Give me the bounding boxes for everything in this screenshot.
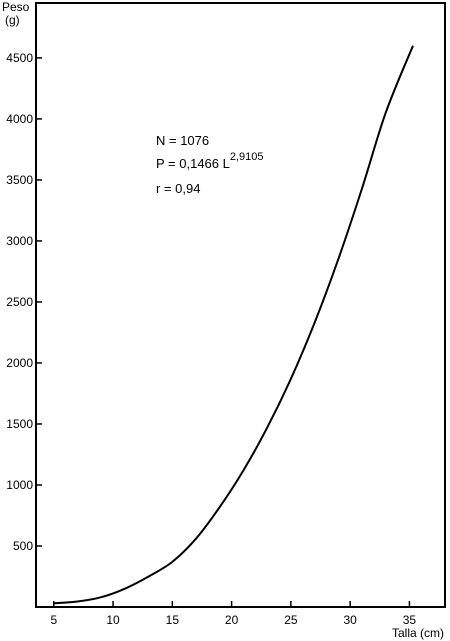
x-tick-label: 20	[225, 613, 239, 627]
series-line	[53, 45, 414, 605]
plot-frame	[35, 2, 446, 608]
annotation-equation-exponent: 2,9105	[230, 151, 264, 163]
y-tick-label: 1000	[6, 478, 33, 492]
annotation-n: N = 1076	[156, 133, 209, 148]
y-axis-title-line1: Peso	[2, 0, 30, 14]
y-tick-label: 2000	[6, 356, 33, 370]
y-tick-label: 1500	[6, 417, 33, 431]
x-tick-label: 15	[166, 613, 180, 627]
x-axis-title: Talla (cm)	[392, 626, 444, 640]
y-tick-label: 2500	[6, 295, 33, 309]
y-axis-title-line2: (g)	[5, 13, 20, 27]
x-tick-label: 35	[403, 613, 417, 627]
x-tick-label: 25	[284, 613, 298, 627]
y-tick-label: 3500	[6, 173, 33, 187]
y-tick-label: 3000	[6, 234, 33, 248]
y-tick-label: 4500	[6, 51, 33, 65]
annotation-equation: P = 0,1466 L2,9105	[156, 151, 264, 171]
x-tick-label: 30	[343, 613, 357, 627]
annotation-equation-base: P = 0,1466 L	[156, 156, 230, 171]
y-tick-label: 4000	[6, 112, 33, 126]
y-tick-label: 500	[13, 539, 33, 553]
annotation-r: r = 0,94	[156, 181, 200, 196]
ticks: 5 10 15 20 25 30 35 500 1000 1500 2000 2500 3000 3500…	[6, 51, 416, 627]
x-tick-label: 10	[106, 613, 120, 627]
x-tick-label: 5	[50, 613, 57, 627]
